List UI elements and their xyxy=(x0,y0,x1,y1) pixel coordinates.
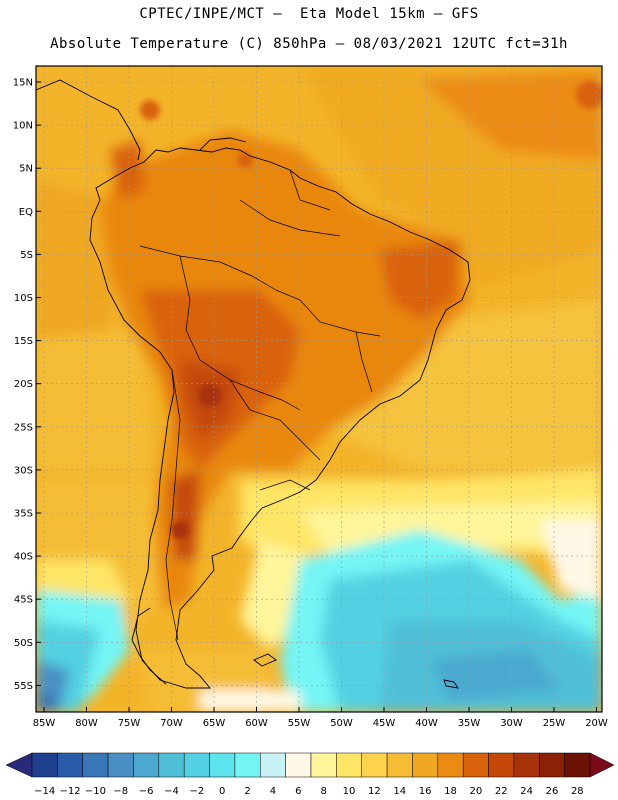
colorbar-low-arrow xyxy=(5,752,33,778)
colorbar-label: 12 xyxy=(368,786,381,797)
map-frame xyxy=(35,65,603,713)
lat-label: 55S xyxy=(14,681,33,692)
title-line-2: Absolute Temperature (C) 850hPa – 08/03/… xyxy=(50,36,568,52)
colorbar-swatch xyxy=(336,752,362,778)
lat-label: 35S xyxy=(14,509,33,520)
colorbar-label: 24 xyxy=(520,786,533,797)
lat-label: EQ xyxy=(19,207,33,218)
colorbar-label: −12 xyxy=(59,786,80,797)
lon-label: 65W xyxy=(203,718,226,729)
colorbar-label: −14 xyxy=(34,786,55,797)
colorbar-swatch xyxy=(158,752,185,778)
lon-label: 70W xyxy=(160,718,183,729)
lat-label: 15S xyxy=(14,336,33,347)
lon-label: 30W xyxy=(500,718,523,729)
colorbar-swatch xyxy=(107,752,134,778)
lon-label: 55W xyxy=(288,718,311,729)
colorbar-swatch xyxy=(488,752,515,778)
colorbar-swatch xyxy=(285,752,312,778)
colorbar-swatch xyxy=(437,752,464,778)
coastlines xyxy=(36,79,471,689)
colorbar-swatch xyxy=(361,752,388,778)
colorbar-label: 16 xyxy=(419,786,432,797)
lon-label: 35W xyxy=(458,718,481,729)
lon-label: 25W xyxy=(543,718,566,729)
colorbar-swatch xyxy=(310,752,337,778)
colorbar-label: −2 xyxy=(189,786,204,797)
lat-label: 40S xyxy=(14,552,33,563)
lon-label: 75W xyxy=(118,718,141,729)
colorbar-label: −6 xyxy=(139,786,154,797)
colorbar-swatch xyxy=(57,752,83,778)
colorbar-label: 2 xyxy=(244,786,250,797)
lon-label: 45W xyxy=(373,718,396,729)
colorbar-high-arrow xyxy=(589,752,615,778)
colorbar-swatch xyxy=(462,752,489,778)
lat-label: 45S xyxy=(14,595,33,606)
colorbar-label: 10 xyxy=(343,786,356,797)
lon-label: 20W xyxy=(585,718,608,729)
colorbar: −14 −12 −10 −8 −6 −4 −2 0 2 4 6 8 10 12 14 16 18 20 22 24 26… xyxy=(5,752,615,797)
longitude-axis: 85W 80W 75W 70W 65W 60W 55W 50W 45W 40W 35W 30W 25W 2… xyxy=(33,707,608,729)
lat-label: 30S xyxy=(14,465,33,476)
lat-label: 20S xyxy=(14,379,33,390)
colorbar-swatch xyxy=(412,752,439,778)
latitude-axis: 15N 10N 5N EQ 5S 10S 15S 20S 25S 30S 35S 40S 45S 50S 5… xyxy=(13,78,41,692)
colorbar-swatch xyxy=(513,752,540,778)
colorbar-label: 28 xyxy=(571,786,584,797)
colorbar-label: 20 xyxy=(469,786,482,797)
colorbar-label: −8 xyxy=(113,786,128,797)
lat-label: 10S xyxy=(14,293,33,304)
colorbar-swatch xyxy=(539,752,565,778)
lon-label: 40W xyxy=(415,718,438,729)
lon-label: 50W xyxy=(330,718,353,729)
lon-label: 80W xyxy=(75,718,98,729)
colorbar-label: 6 xyxy=(295,786,301,797)
colorbar-swatch xyxy=(234,752,261,778)
colorbar-label: 18 xyxy=(444,786,457,797)
temperature-field xyxy=(36,66,602,712)
lat-label: 15N xyxy=(13,78,33,89)
colorbar-label: 8 xyxy=(320,786,326,797)
colorbar-swatch xyxy=(183,752,210,778)
colorbar-swatch xyxy=(82,752,109,778)
lon-label: 85W xyxy=(33,718,56,729)
colorbar-swatch xyxy=(133,752,160,778)
colorbar-label: 0 xyxy=(219,786,225,797)
colorbar-swatch xyxy=(31,752,58,778)
lat-label: 5N xyxy=(19,164,33,175)
colorbar-label: −10 xyxy=(85,786,106,797)
title-line-1: CPTEC/INPE/MCT – Eta Model 15km – GFS xyxy=(139,6,479,22)
colorbar-label: 26 xyxy=(546,786,559,797)
lon-label: 60W xyxy=(245,718,268,729)
colorbar-label: −4 xyxy=(164,786,179,797)
lat-label: 25S xyxy=(14,422,33,433)
colorbar-label: 22 xyxy=(495,786,508,797)
colorbar-swatch xyxy=(564,752,591,778)
colorbar-swatch xyxy=(386,752,413,778)
lat-label: 5S xyxy=(20,250,33,261)
colorbar-swatch xyxy=(209,752,236,778)
colorbar-label: 4 xyxy=(270,786,276,797)
colorbar-swatch xyxy=(260,752,286,778)
colorbar-label: 14 xyxy=(393,786,406,797)
lat-label: 50S xyxy=(14,638,33,649)
lat-label: 10N xyxy=(13,121,33,132)
graticule xyxy=(36,66,602,712)
